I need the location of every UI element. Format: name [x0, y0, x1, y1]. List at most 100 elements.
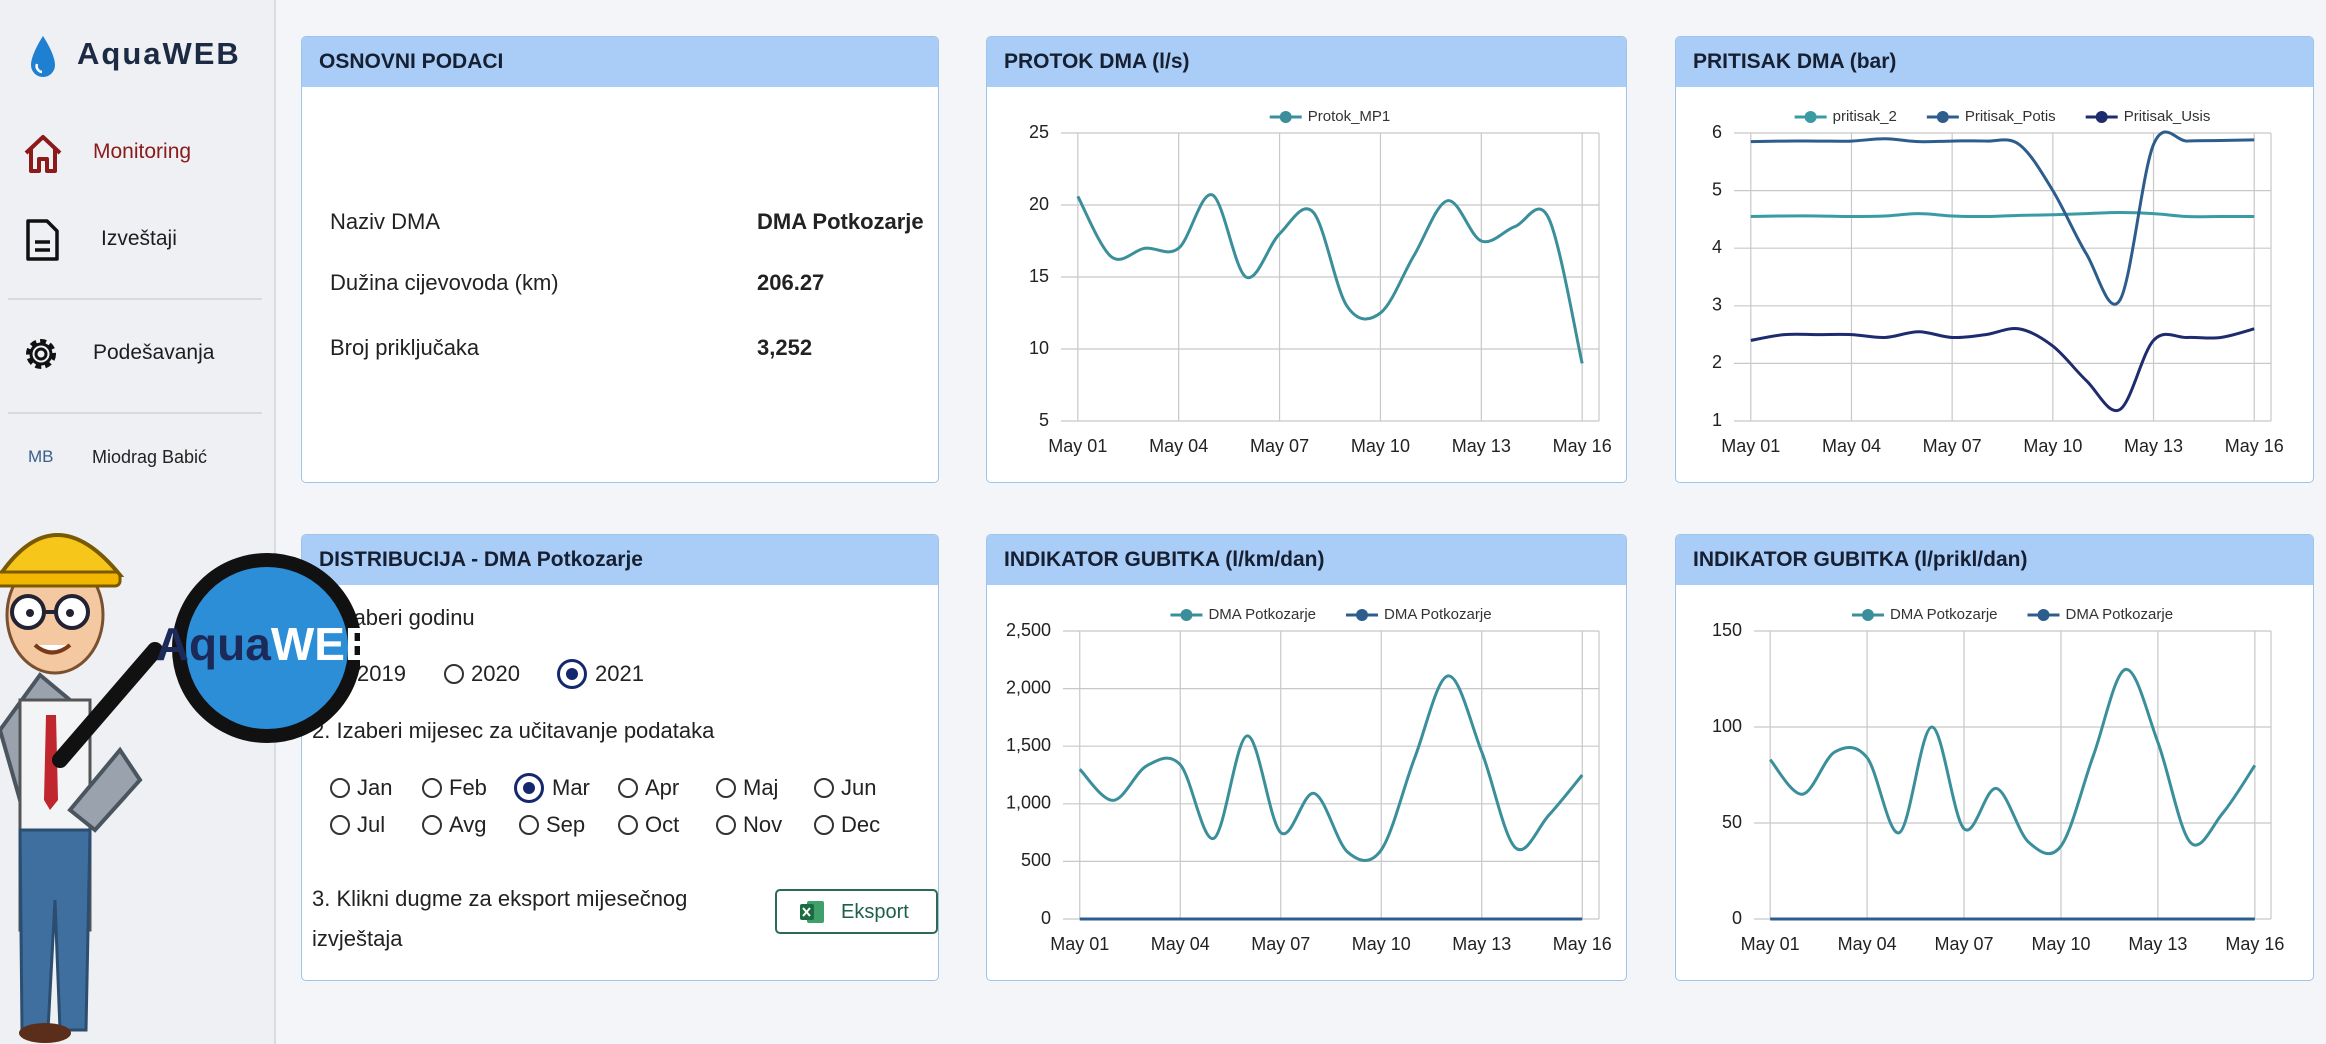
legend: DMA Potkozarje DMA Potkozarje: [1852, 606, 2173, 623]
radio-label: Maj: [743, 775, 778, 801]
y-tick-label: 1,500: [1006, 735, 1051, 755]
chart-panel: INDIKATOR GUBITKA (l/prikl/dan) 0 50 100 150…: [1675, 534, 2314, 981]
x-tick-label: May 07: [1251, 934, 1310, 954]
y-tick-label: 5: [1712, 179, 1722, 199]
series-line: [1751, 132, 2254, 304]
x-tick-label: May 04: [1149, 436, 1208, 456]
brand: AquaWEB: [77, 36, 241, 72]
legend-item: DMA Potkozarje: [1170, 606, 1316, 623]
radio[interactable]: [557, 659, 587, 689]
legend-marker: [1180, 609, 1192, 621]
x-tick-label: May 13: [2124, 436, 2183, 456]
legend-label: DMA Potkozarje: [1890, 606, 1998, 623]
legend-label: DMA Potkozarje: [1208, 606, 1316, 623]
radio-label: Apr: [645, 775, 679, 801]
mascot-logo-part: WEB: [271, 618, 360, 670]
x-tick-label: May 13: [1452, 436, 1511, 456]
radio[interactable]: [716, 815, 736, 835]
y-tick-label: 6: [1712, 122, 1722, 142]
icon-excel: [799, 900, 825, 924]
panel-title: DISTRIBUCIJA - DMA Potkozarje: [302, 535, 938, 585]
divider: [8, 412, 262, 414]
y-tick-label: 5: [1039, 410, 1049, 430]
menu-item[interactable]: Izveštaji: [101, 227, 177, 251]
legend-item: pritisak_2: [1795, 108, 1897, 125]
legend-label: Pritisak_Potis: [1965, 108, 2056, 125]
legend-label: DMA Potkozarje: [2066, 606, 2174, 623]
panel-title: PRITISAK DMA (bar): [1676, 37, 2313, 87]
radio-label: 2020: [471, 661, 520, 687]
y-tick-label: 20: [1029, 194, 1049, 214]
series-line: [1751, 212, 2254, 216]
radio[interactable]: [618, 815, 638, 835]
legend-item: Pritisak_Usis: [2086, 108, 2211, 125]
x-tick-label: May 07: [1923, 436, 1982, 456]
series-line: [1751, 328, 2254, 410]
y-tick-label: 1: [1712, 410, 1722, 430]
legend-item: DMA Potkozarje: [1852, 606, 1998, 623]
panel-title: INDIKATOR GUBITKA (l/km/dan): [987, 535, 1626, 585]
y-tick-label: 4: [1712, 237, 1722, 257]
radio[interactable]: [519, 815, 539, 835]
y-tick-label: 0: [1732, 908, 1742, 928]
info-value: DMA Potkozarje: [757, 209, 924, 235]
icon-report: [24, 218, 60, 262]
radio-label: 2021: [595, 661, 644, 687]
x-tick-label: May 07: [1250, 436, 1309, 456]
x-tick-label: May 10: [2031, 934, 2090, 954]
radio-label: Sep: [546, 812, 585, 838]
x-tick-label: May 01: [1048, 436, 1107, 456]
radio[interactable]: [716, 778, 736, 798]
divider: [8, 298, 262, 300]
info-panel: OSNOVNI PODACI Naziv DMA DMA Potkozarje …: [301, 36, 939, 483]
legend-marker: [1280, 111, 1292, 123]
radio[interactable]: [814, 815, 834, 835]
x-tick-label: May 01: [1050, 934, 1109, 954]
radio[interactable]: [444, 664, 464, 684]
y-tick-label: 100: [1712, 716, 1742, 736]
radio[interactable]: [422, 778, 442, 798]
x-tick-label: May 10: [1351, 436, 1410, 456]
radio-label: Avg: [449, 812, 487, 838]
mascot-logo: AquaWEB: [156, 618, 360, 670]
panel-title: OSNOVNI PODACI: [302, 37, 938, 87]
button-label: Eksport: [841, 901, 909, 924]
legend: pritisak_2 Pritisak_Potis Pritisak_Usis: [1795, 108, 2211, 125]
radio[interactable]: [814, 778, 834, 798]
legend-label: pritisak_2: [1833, 108, 1897, 125]
radio[interactable]: [422, 815, 442, 835]
radio-label: Jan: [357, 775, 392, 801]
y-tick-label: 150: [1712, 620, 1742, 640]
radio[interactable]: [618, 778, 638, 798]
user-name[interactable]: Miodrag Babić: [92, 447, 207, 468]
info-label: Naziv DMA: [330, 209, 440, 235]
radio-label: Mar: [552, 775, 590, 801]
legend-marker: [1937, 111, 1949, 123]
legend-item: DMA Potkozarje: [1346, 606, 1492, 623]
radio[interactable]: [514, 773, 544, 803]
legend: Protok_MP1: [1270, 108, 1391, 125]
y-tick-label: 50: [1722, 812, 1742, 832]
series-line: [1078, 195, 1582, 364]
info-label: Dužina cijevovoda (km): [330, 270, 559, 296]
panel-title: INDIKATOR GUBITKA (l/prikl/dan): [1676, 535, 2313, 585]
y-tick-label: 500: [1021, 850, 1051, 870]
logo-drop: [28, 34, 58, 80]
y-tick-label: 1,000: [1006, 793, 1051, 813]
page: AquaWEB Monitoring Izveštaji Podešavanja…: [0, 0, 2326, 1044]
y-tick-label: 3: [1712, 295, 1722, 315]
x-tick-label: May 01: [1721, 436, 1780, 456]
user-initials: MB: [28, 447, 54, 467]
legend-label: DMA Potkozarje: [1384, 606, 1492, 623]
mascot-logo-part: Aqua: [156, 618, 271, 670]
export-button[interactable]: Eksport: [775, 889, 938, 934]
menu-item[interactable]: Monitoring: [93, 140, 191, 164]
x-tick-label: May 13: [2128, 934, 2187, 954]
legend-marker: [1356, 609, 1368, 621]
info-value: 3,252: [757, 335, 812, 361]
legend-item: Protok_MP1: [1270, 108, 1391, 125]
mascot: AquaWEB: [0, 500, 360, 1044]
menu-item[interactable]: Podešavanja: [93, 341, 214, 365]
